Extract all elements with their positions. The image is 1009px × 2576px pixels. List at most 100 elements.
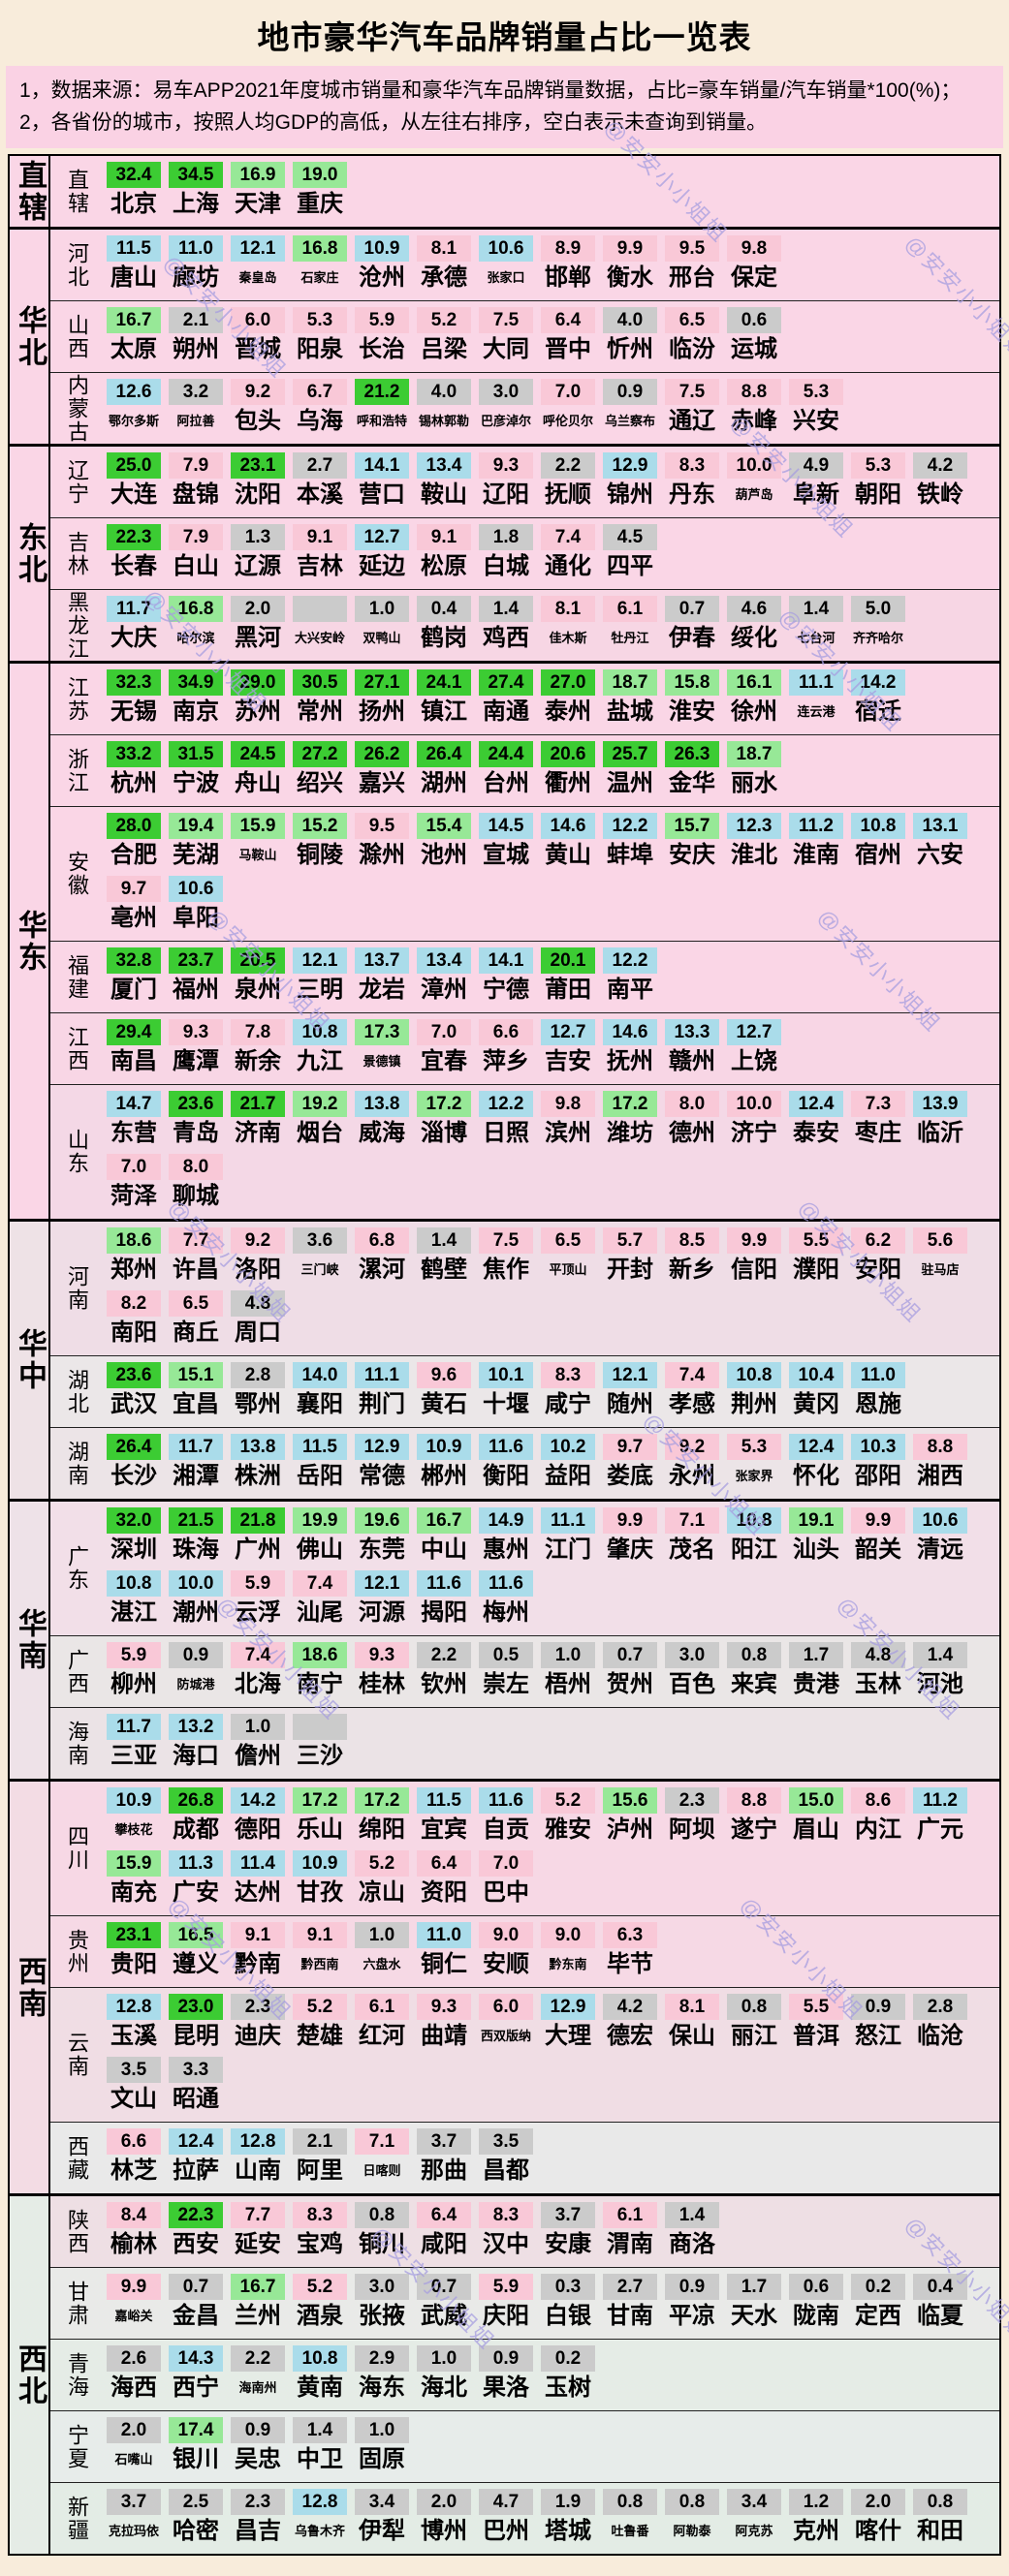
- value-cell: 12.3: [727, 813, 781, 840]
- city-name: 海东: [359, 2374, 405, 2402]
- city-cell: 23.0 昆明: [169, 1994, 223, 2053]
- value-cell: 10.9: [107, 1787, 161, 1815]
- city-line: 7.0 菏泽 8.0 聊城: [107, 1154, 997, 1213]
- value-cell: 10.8: [293, 2345, 347, 2373]
- value-cell: 8.1: [417, 235, 471, 263]
- region-name: 华中: [14, 1328, 46, 1393]
- value-cell: 11.7: [107, 1714, 161, 1741]
- city-name: 吴忠: [235, 2446, 281, 2473]
- value-cell: 0.6: [727, 307, 781, 334]
- provinces: 广东 32.0 深圳 21.5 珠海 21.8 广州 19.9 佛山 19.6 东莞 16.7 中山 14…: [50, 1502, 999, 1780]
- city-cell: 12.9 大理: [541, 1994, 595, 2053]
- city-cell: 17.4 银川: [169, 2417, 223, 2476]
- value-cell: 1.7: [727, 2274, 781, 2301]
- city-name: 莆田: [545, 977, 591, 1004]
- value-cell: 15.1: [169, 1362, 223, 1389]
- city-name: 商丘: [173, 1319, 219, 1347]
- city-name: 郑州: [110, 1257, 157, 1284]
- value-cell: 4.6: [727, 596, 781, 623]
- value-cell: 11.6: [479, 1570, 533, 1598]
- province-name: 河北: [65, 241, 89, 289]
- city-name: 新余: [235, 1048, 281, 1075]
- city-name: 南昌: [110, 1048, 157, 1075]
- value-cell: 20.1: [541, 947, 595, 975]
- city-cell: 3.0 巴彦淖尔: [479, 379, 533, 438]
- value-cell: 31.5: [169, 741, 223, 768]
- city-cell: 6.6 萍乡: [479, 1019, 533, 1078]
- city-name: 咸宁: [545, 1391, 591, 1418]
- value-cell: 2.5: [169, 2489, 223, 2516]
- city-name: 盐城: [607, 698, 653, 726]
- city-cell: 1.3 辽源: [231, 524, 285, 583]
- page-title: 地市豪华汽车品牌销量占比一览表: [257, 19, 752, 55]
- value-cell: 6.1: [603, 2202, 657, 2229]
- city-name: 茂名: [669, 1536, 715, 1564]
- province-label: 山东: [50, 1085, 103, 1219]
- city-name: 焦作: [483, 1257, 529, 1284]
- value-cell: 0.7: [665, 596, 719, 623]
- city-line: 18.6 郑州 7.7 许昌 9.2 洛阳 3.6 三门峡 6.8 漯河 1.4 鹤壁 7.5 焦作 6.5…: [107, 1227, 997, 1287]
- city-name: 湘西: [917, 1463, 963, 1490]
- city-name: 临沧: [917, 2023, 963, 2050]
- city-cell: 8.3 咸宁: [541, 1362, 595, 1421]
- city-cell: 21.7 济南: [231, 1091, 285, 1150]
- city-name: 衡阳: [483, 1463, 529, 1490]
- city-cell: 11.1 连云港: [789, 669, 843, 729]
- value-cell: 8.3: [479, 2202, 533, 2229]
- value-cell: 2.1: [169, 307, 223, 334]
- city-line: 10.8 湛江 10.0 潮州 5.9 云浮 7.4 汕尾 12.1 河源 11.6 揭阳 11.6 梅州: [107, 1570, 997, 1629]
- city-cell: 7.4 北海: [231, 1642, 285, 1701]
- city-name: 保山: [669, 2023, 715, 2050]
- city-area: 9.9 嘉峪关 0.7 金昌 16.7 兰州 5.2 酒泉 3.0 张掖 0.7 武威 5.9 庆阳 0.3…: [103, 2268, 999, 2339]
- city-cell: 5.5 濮阳: [789, 1227, 843, 1287]
- city-cell: 1.7 天水: [727, 2274, 781, 2333]
- city-cell: 0.9 乌兰察布: [603, 379, 657, 438]
- city-cell: 18.6 南宁: [293, 1642, 347, 1701]
- province-name: 浙江: [65, 747, 89, 794]
- city-name: 呼伦贝尔: [542, 414, 593, 429]
- city-name: 衡水: [607, 264, 653, 292]
- city-cell: 8.4 榆林: [107, 2202, 161, 2261]
- region-label: 华南: [10, 1502, 50, 1780]
- city-name: 商洛: [669, 2231, 715, 2258]
- city-line: 14.7 东营 23.6 青岛 21.7 济南 19.2 烟台 13.8 威海 17.2 淄博 12.2…: [107, 1091, 997, 1150]
- city-name: 乐山: [297, 1816, 343, 1844]
- city-cell: 15.8 淮安: [665, 669, 719, 729]
- city-name: 延边: [359, 553, 405, 580]
- value-cell: 10.8: [107, 1570, 161, 1598]
- city-cell: 3.0 百色: [665, 1642, 719, 1701]
- value-cell: 26.2: [355, 741, 409, 768]
- value-cell: 17.3: [355, 1019, 409, 1046]
- city-name: 辽源: [235, 553, 281, 580]
- city-cell: 5.3 张家界: [727, 1434, 781, 1493]
- city-name: 海北: [421, 2374, 467, 2402]
- city-name: 晋中: [545, 336, 591, 363]
- province-row-江苏: 江苏 32.3 无锡 34.9 南京 29.0 苏州 30.5 常州 27.1 扬州 24.1 镇江 27…: [50, 664, 999, 736]
- city-name: 永州: [669, 1463, 715, 1490]
- city-cell: 16.7 太原: [107, 307, 161, 366]
- value-cell: 8.1: [541, 596, 595, 623]
- value-cell: 0.9: [231, 2417, 285, 2444]
- city-name: 中卫: [297, 2446, 343, 2473]
- city-cell: 11.7 大庆: [107, 596, 161, 655]
- city-cell: 7.4 汕尾: [293, 1570, 347, 1629]
- city-name: 遂宁: [731, 1816, 777, 1844]
- city-cell: 8.6 内江: [851, 1787, 905, 1847]
- value-cell: 5.6: [913, 1227, 967, 1255]
- province-label: 宁夏: [50, 2411, 103, 2482]
- city-cell: 34.9 南京: [169, 669, 223, 729]
- value-cell: 12.9: [603, 452, 657, 480]
- value-cell: 0.8: [727, 1994, 781, 2021]
- city-cell: 17.3 景德镇: [355, 1019, 409, 1078]
- value-cell: 0.7: [169, 2274, 223, 2301]
- city-cell: 2.7 甘南: [603, 2274, 657, 2333]
- value-cell: 23.1: [231, 452, 285, 480]
- city-cell: 6.7 乌海: [293, 379, 347, 438]
- city-cell: 9.0 黔东南: [541, 1922, 595, 1981]
- city-cell: 11.4 达州: [231, 1850, 285, 1909]
- city-cell: 2.0 喀什: [851, 2489, 905, 2548]
- city-name: 哈密: [173, 2518, 219, 2545]
- city-cell: 12.1 三明: [293, 947, 347, 1007]
- city-name: 迪庆: [235, 2023, 281, 2050]
- city-line: 26.4 长沙 11.7 湘潭 13.8 株洲 11.5 岳阳 12.9 常德 10.9 郴州 11.6…: [107, 1434, 997, 1493]
